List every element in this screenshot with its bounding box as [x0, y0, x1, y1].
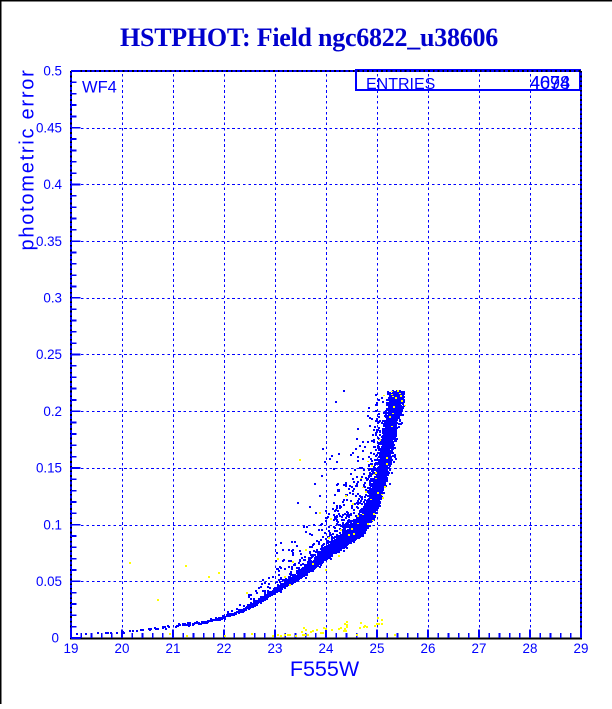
svg-text:4074: 4074	[530, 73, 570, 93]
svg-text:0.4: 0.4	[43, 177, 62, 192]
svg-text:photometric error: photometric error	[17, 68, 39, 250]
svg-text:0: 0	[52, 631, 59, 646]
svg-text:WF4: WF4	[82, 79, 117, 97]
svg-text:HSTPHOT: Field ngc6822_u38606: HSTPHOT: Field ngc6822_u38606	[120, 23, 498, 52]
svg-text:0.2: 0.2	[43, 404, 62, 419]
svg-text:0.3: 0.3	[43, 291, 62, 306]
svg-text:22: 22	[217, 641, 232, 656]
svg-text:20: 20	[115, 641, 130, 656]
svg-text:0.5: 0.5	[43, 64, 62, 79]
svg-text:0.45: 0.45	[36, 120, 62, 135]
svg-text:4698: 4698	[530, 73, 570, 93]
svg-text:28: 28	[523, 641, 538, 656]
svg-text:0.15: 0.15	[36, 461, 62, 476]
svg-text:29: 29	[574, 641, 589, 656]
svg-text:0.05: 0.05	[36, 574, 62, 589]
svg-text:26: 26	[421, 641, 436, 656]
svg-text:0.1: 0.1	[43, 517, 62, 532]
svg-text:0.35: 0.35	[36, 234, 62, 249]
svg-text:25: 25	[370, 641, 385, 656]
svg-text:24: 24	[319, 641, 334, 656]
svg-text:23: 23	[268, 641, 283, 656]
svg-text:27: 27	[472, 641, 487, 656]
svg-text:0.25: 0.25	[36, 347, 62, 362]
svg-text:19: 19	[64, 641, 79, 656]
svg-text:ENTRIES: ENTRIES	[366, 76, 435, 93]
svg-text:21: 21	[166, 641, 181, 656]
svg-text:F555W: F555W	[290, 657, 360, 681]
